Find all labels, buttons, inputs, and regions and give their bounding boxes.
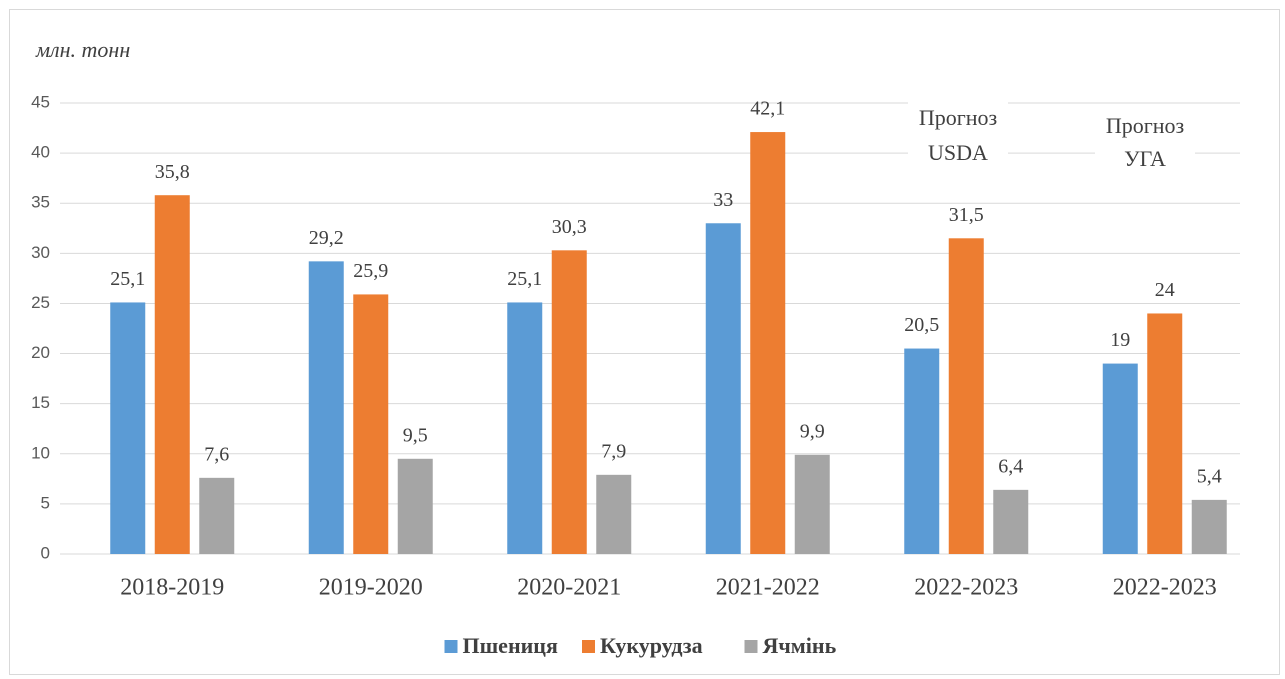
data-label: 25,1 bbox=[507, 268, 542, 290]
legend-swatch bbox=[582, 640, 595, 653]
bar bbox=[794, 454, 830, 554]
x-tick-label: 2019-2020 bbox=[319, 575, 423, 601]
y-tick-label: 5 bbox=[41, 493, 50, 512]
bar bbox=[993, 489, 1029, 554]
bar bbox=[154, 195, 190, 554]
data-label: 33 bbox=[713, 189, 733, 211]
annotation: УГА bbox=[1124, 146, 1166, 171]
y-tick-label: 45 bbox=[31, 92, 50, 111]
bar bbox=[1147, 313, 1183, 554]
legend-swatch bbox=[744, 640, 758, 653]
annotation: USDA bbox=[928, 140, 988, 165]
legend-label: Ячмінь bbox=[763, 633, 837, 658]
bar bbox=[1191, 499, 1227, 554]
bar bbox=[750, 132, 786, 554]
annotation: Прогноз bbox=[1106, 113, 1184, 138]
data-label: 7,9 bbox=[601, 440, 626, 462]
bar bbox=[110, 302, 146, 554]
bar bbox=[904, 348, 940, 554]
legend-swatch bbox=[444, 640, 458, 653]
legend-label: Кукурудза bbox=[600, 633, 703, 658]
bar bbox=[308, 261, 344, 554]
bar bbox=[948, 238, 984, 555]
x-tick-label: 2020-2021 bbox=[517, 575, 621, 601]
y-tick-label: 10 bbox=[31, 443, 50, 462]
data-label: 7,6 bbox=[204, 443, 229, 465]
bar bbox=[507, 302, 543, 554]
data-label: 9,9 bbox=[800, 420, 825, 442]
x-tick-label: 2022-2023 bbox=[1113, 575, 1217, 601]
y-tick-label: 30 bbox=[31, 243, 50, 262]
annotation: Прогноз bbox=[919, 105, 997, 130]
annotation-background bbox=[908, 102, 1008, 173]
bar bbox=[705, 223, 741, 554]
y-tick-label: 25 bbox=[31, 293, 50, 312]
chart-frame bbox=[9, 9, 1280, 675]
y-tick-label: 15 bbox=[31, 393, 50, 412]
bar bbox=[1102, 363, 1138, 554]
bar bbox=[397, 458, 433, 554]
data-label: 9,5 bbox=[403, 424, 428, 446]
data-label: 6,4 bbox=[998, 455, 1023, 477]
data-label: 20,5 bbox=[904, 314, 939, 336]
bar bbox=[353, 294, 389, 554]
y-tick-label: 0 bbox=[41, 543, 50, 562]
data-label: 31,5 bbox=[949, 204, 984, 226]
x-tick-label: 2021-2022 bbox=[716, 575, 820, 601]
data-label: 42,1 bbox=[750, 98, 785, 120]
data-label: 25,1 bbox=[110, 268, 145, 290]
bar bbox=[596, 474, 632, 554]
data-label: 19 bbox=[1110, 329, 1130, 351]
y-tick-label: 40 bbox=[31, 143, 50, 162]
data-label: 25,9 bbox=[353, 260, 388, 282]
y-tick-label: 20 bbox=[31, 343, 50, 362]
legend-label: Пшениця bbox=[463, 633, 558, 658]
x-tick-label: 2022-2023 bbox=[914, 575, 1018, 601]
data-label: 29,2 bbox=[309, 227, 344, 249]
data-label: 30,3 bbox=[552, 216, 587, 238]
bar bbox=[199, 477, 235, 554]
data-label: 24 bbox=[1155, 279, 1175, 301]
x-tick-label: 2018-2019 bbox=[120, 575, 224, 601]
annotation-background bbox=[1095, 110, 1195, 179]
bar bbox=[551, 250, 587, 554]
data-label: 35,8 bbox=[155, 161, 190, 183]
data-label: 5,4 bbox=[1197, 465, 1222, 487]
y-axis-label: млн. тонн bbox=[35, 37, 130, 62]
y-tick-label: 35 bbox=[31, 193, 50, 212]
